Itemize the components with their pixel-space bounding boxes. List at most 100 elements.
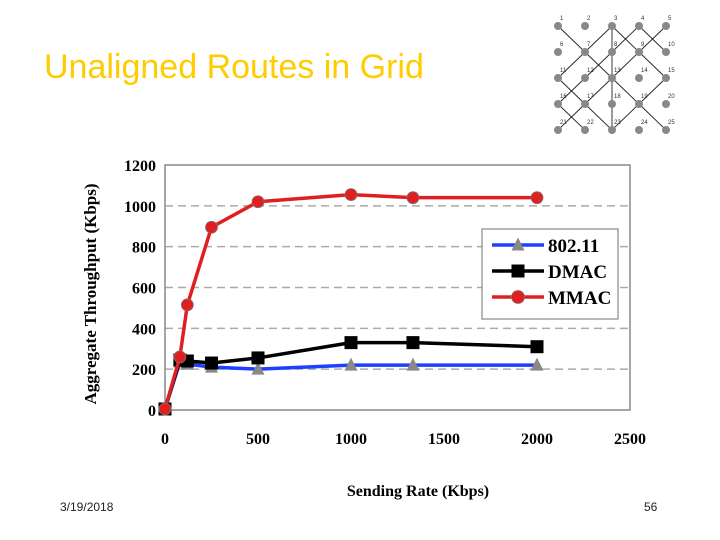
route-link [584,51,613,79]
grid-node-label: 15 [668,68,675,74]
legend-entry: DMAC [548,262,607,283]
data-point [251,351,265,365]
grid-node [554,74,562,82]
grid-node [581,126,589,134]
data-point [344,188,358,202]
slide-title: Unaligned Routes in Grid [44,48,424,86]
grid-node [608,100,616,108]
grid-node [635,126,643,134]
grid-node [662,126,670,134]
grid-node-label: 8 [614,42,618,48]
data-point [180,298,194,312]
grid-node [581,74,589,82]
route-link [557,77,586,105]
series-dmac [158,336,544,416]
grid-node [554,100,562,108]
series-mmac [158,188,544,416]
grid-node-label: 24 [641,120,648,126]
route-link [557,103,586,131]
grid-node-label: 12 [587,68,594,74]
grid-node-label: 23 [614,120,621,126]
x-tick-label: 2500 [614,431,646,448]
data-point [344,336,358,350]
x-tick-label: 1000 [335,431,367,448]
data-point [530,191,544,205]
grid-node [662,22,670,30]
route-link [638,25,667,53]
y-tick-label: 400 [132,321,156,338]
route-link [557,51,586,79]
route-link [638,51,667,79]
x-tick-label: 0 [161,431,169,448]
grid-node-label: 14 [641,68,648,74]
route-link [638,77,667,105]
grid-node [662,74,670,82]
plot-area [164,164,631,411]
grid-node [608,22,616,30]
y-tick-label: 800 [132,240,156,257]
route-link [584,77,613,105]
y-tick-label: 1200 [124,158,156,175]
grid-node-label: 21 [560,120,567,126]
grid-node [635,22,643,30]
x-axis-label: Sending Rate (Kbps) [347,483,489,500]
grid-node-label: 5 [668,16,672,22]
grid-node [635,74,643,82]
grid-node-label: 25 [668,120,675,126]
grid-node [554,22,562,30]
grid-node-label: 18 [614,94,621,100]
legend: 802.11 DMAC MMAC [481,228,619,320]
y-axis-label: Aggregate Throughput (Kbps) [81,183,100,404]
data-point [406,191,420,205]
route-link [638,103,667,131]
legend-entry: 802.11 [548,236,599,257]
page-number: 56 [644,500,658,514]
grid-node-label: 6 [560,42,564,48]
grid-node-label: 22 [587,120,594,126]
route-link [611,103,640,131]
legend-entry: MMAC [548,288,611,309]
series-line [163,192,537,410]
grid-node-label: 13 [614,68,621,74]
y-tick-label: 0 [148,403,156,420]
grid-node-label: 3 [614,16,618,22]
grid-node [635,100,643,108]
grid-node-label: 2 [587,16,591,22]
series-line [163,340,538,410]
data-point [511,264,525,278]
route-link [611,25,640,53]
footer-date: 3/19/2018 [60,500,114,514]
grid-node [635,48,643,56]
grid-node [554,126,562,134]
grid-node-label: 16 [560,94,567,100]
grid-node [662,48,670,56]
grid-node-label: 4 [641,16,645,22]
y-tick-label: 200 [132,362,156,379]
grid-node-label: 9 [641,42,645,48]
grid-node-label: 20 [668,94,675,100]
data-point [251,361,265,375]
data-point [173,350,187,364]
data-point [251,195,265,209]
route-link [557,25,586,53]
grid-node-label: 7 [587,42,591,48]
route-link [611,51,640,79]
x-tick-label: 500 [246,431,270,448]
grid-node-label: 10 [668,42,675,48]
data-point [158,402,172,416]
grid-node [581,48,589,56]
data-point [530,357,544,371]
data-point [406,336,420,350]
data-point [511,237,525,251]
grid-node [608,126,616,134]
route-link [611,77,640,105]
grid-node [554,48,562,56]
route-link [584,25,613,53]
grid-node [608,74,616,82]
grid-node-label: 1 [560,16,564,22]
grid-node [581,22,589,30]
grid-node [581,100,589,108]
